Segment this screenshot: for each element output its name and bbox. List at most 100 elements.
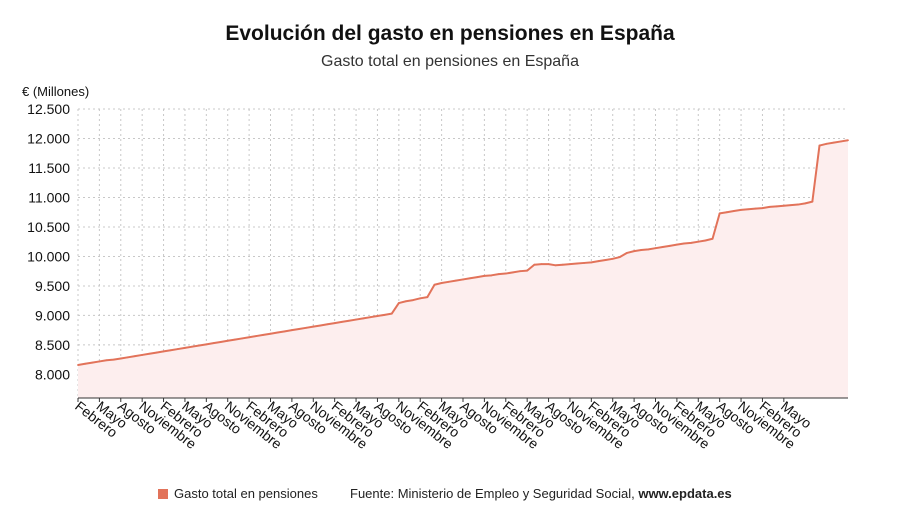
y-tick-label: 8.500 xyxy=(35,337,70,353)
data-point xyxy=(226,339,229,342)
legend-label: Gasto total en pensiones xyxy=(174,486,318,501)
legend: Gasto total en pensiones xyxy=(158,486,318,501)
data-point xyxy=(447,280,450,283)
data-point xyxy=(519,270,521,273)
data-point xyxy=(426,296,429,299)
data-point xyxy=(640,249,643,251)
data-point xyxy=(825,142,828,145)
data-point xyxy=(376,315,379,317)
data-point xyxy=(512,271,514,274)
data-point xyxy=(483,275,486,277)
data-point xyxy=(383,313,386,316)
data-point xyxy=(540,263,543,266)
data-point xyxy=(469,277,472,280)
data-point xyxy=(233,338,236,341)
y-tick-label: 12.000 xyxy=(27,130,70,146)
data-point xyxy=(590,261,593,264)
data-point xyxy=(362,317,365,320)
data-point xyxy=(355,318,357,321)
y-axis-label: € (Millones) xyxy=(22,84,90,99)
data-point xyxy=(134,355,136,358)
data-point xyxy=(704,239,707,242)
y-tick-label: 9.500 xyxy=(35,278,70,294)
data-point xyxy=(319,324,322,327)
data-point xyxy=(112,358,115,361)
data-point xyxy=(647,248,650,251)
data-point xyxy=(804,202,807,205)
data-point xyxy=(818,144,821,147)
data-point xyxy=(768,206,771,208)
data-point xyxy=(626,252,628,254)
data-point xyxy=(155,351,158,354)
y-tick-label: 11.500 xyxy=(28,160,70,176)
data-point xyxy=(255,335,258,337)
data-point xyxy=(583,262,586,264)
data-point xyxy=(733,210,735,212)
y-tick-label: 11.000 xyxy=(28,189,70,205)
source-text: Fuente: Ministerio de Empleo y Seguridad… xyxy=(350,486,639,501)
data-point xyxy=(169,349,172,352)
legend-swatch xyxy=(158,488,168,499)
data-point xyxy=(127,356,129,359)
data-point xyxy=(654,247,657,250)
data-point xyxy=(561,263,564,266)
data-point xyxy=(504,272,507,275)
y-tick-label: 8.000 xyxy=(35,366,70,382)
data-point xyxy=(618,256,621,258)
data-point xyxy=(811,200,814,203)
data-point xyxy=(668,244,671,247)
data-point xyxy=(119,357,122,360)
data-point xyxy=(77,364,79,366)
data-point xyxy=(405,300,407,303)
data-point xyxy=(754,207,757,210)
data-point xyxy=(369,316,372,319)
data-point xyxy=(576,262,578,265)
data-point xyxy=(761,207,764,209)
data-point xyxy=(611,257,614,260)
data-point xyxy=(105,359,108,362)
data-point xyxy=(440,282,443,284)
data-point xyxy=(276,331,279,334)
data-point xyxy=(98,360,101,363)
data-point xyxy=(683,242,685,245)
data-point xyxy=(91,361,94,364)
data-point xyxy=(675,243,678,246)
data-point xyxy=(84,362,87,365)
data-point xyxy=(797,203,799,206)
data-point xyxy=(333,322,336,324)
data-point xyxy=(554,264,557,267)
data-point xyxy=(454,279,457,282)
source-site: www.epdata.es xyxy=(638,486,732,501)
data-point xyxy=(597,260,600,263)
chart-subtitle: Gasto total en pensiones en España xyxy=(321,53,579,70)
data-point xyxy=(262,333,265,336)
data-point xyxy=(298,328,300,330)
data-point xyxy=(269,332,272,335)
data-point xyxy=(790,204,792,207)
data-point xyxy=(419,297,422,300)
data-point xyxy=(176,348,179,350)
data-point xyxy=(305,326,308,329)
data-point xyxy=(212,342,215,345)
data-point xyxy=(569,263,571,266)
data-point xyxy=(290,329,293,332)
data-point xyxy=(690,241,693,244)
data-point xyxy=(326,323,329,326)
data-point xyxy=(711,237,714,240)
data-point xyxy=(397,302,400,304)
data-point xyxy=(476,276,479,278)
data-point xyxy=(191,345,193,348)
data-point xyxy=(205,343,208,346)
data-point xyxy=(148,352,151,355)
y-tick-label: 9.000 xyxy=(35,307,70,323)
chart-title: Evolución del gasto en pensiones en Espa… xyxy=(225,22,675,45)
data-point xyxy=(547,263,550,266)
source-note: Fuente: Ministerio de Empleo y Seguridad… xyxy=(350,486,732,501)
data-point xyxy=(740,208,742,211)
y-tick-label: 12.500 xyxy=(27,101,70,117)
data-point xyxy=(782,204,785,207)
data-point xyxy=(312,325,315,328)
data-point xyxy=(283,330,286,333)
data-point xyxy=(162,350,165,353)
